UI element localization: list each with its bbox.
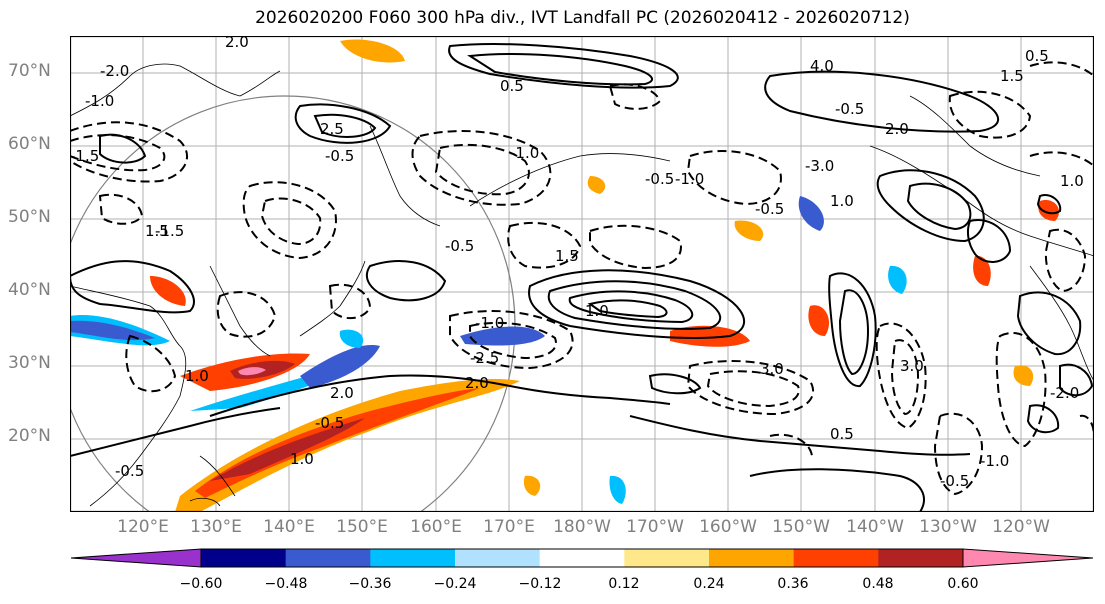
latitude-label: 30°N — [8, 353, 51, 373]
contour-label: -1.0 — [510, 144, 539, 162]
contour-label: -0.5 — [315, 414, 344, 432]
colorbar-tick-label: −0.36 — [348, 576, 392, 592]
reference-circle — [70, 95, 516, 512]
longitude-label: 120°W — [992, 517, 1050, 537]
colorbar-tick-label: 0.12 — [608, 576, 640, 592]
contour-label: 1.0 — [585, 302, 609, 320]
contour-label: 1.0 — [830, 192, 854, 210]
longitude-label: 150°W — [772, 517, 830, 537]
contour-label: -0.5 — [115, 462, 144, 480]
contour-label: -0.5 — [835, 100, 864, 118]
colorbar-cell — [285, 549, 371, 567]
contour-label: -1.0 — [675, 170, 704, 188]
latitude-label: 40°N — [8, 280, 51, 300]
colorbar-tick-label: 0.36 — [777, 576, 809, 592]
solid-contours — [70, 43, 1094, 512]
contour-label: 0.5 — [500, 77, 524, 95]
contour-label: 2.0 — [330, 384, 354, 402]
colorbar-cell — [370, 549, 456, 567]
latitude-label: 20°N — [8, 426, 51, 446]
contour-label: 2.0 — [225, 36, 249, 51]
contour-label: -2.5 — [470, 349, 499, 367]
colorbar-tick-label: 0.48 — [862, 576, 894, 592]
contour-label: -1.0 — [980, 452, 1009, 470]
contour-label: 2.0 — [465, 374, 489, 392]
contour-label: 3.0 — [900, 357, 924, 375]
coastlines — [70, 63, 1094, 507]
map-panel: 2.0 -2.0 -1.0 -1.5 -1.5 2.5 -0.5 0.5 -1.… — [70, 36, 1094, 512]
figure-title: 2026020200 F060 300 hPa div., IVT Landfa… — [255, 8, 910, 28]
contour-label: 1.0 — [1060, 172, 1084, 190]
contour-label: 1.5 — [555, 247, 579, 265]
colorbar-extend-min — [71, 549, 201, 567]
contour-label: -1.5 — [155, 222, 184, 240]
colorbar-cell — [455, 549, 541, 567]
graticule — [70, 36, 1094, 512]
longitude-label: 130°W — [919, 517, 977, 537]
latitude-label: 50°N — [8, 207, 51, 227]
longitude-label: 130°E — [190, 517, 242, 537]
colorbar — [70, 548, 1094, 568]
contour-label: -1.0 — [85, 92, 114, 110]
contour-label: 0.5 — [830, 425, 854, 443]
longitude-label: 180°W — [553, 517, 611, 537]
contour-label: -0.5 — [755, 200, 784, 218]
colorbar-cell — [878, 549, 964, 567]
colorbar-tick-label: 0.60 — [947, 576, 979, 592]
colorbar-tick-label: −0.48 — [264, 576, 308, 592]
contour-label: 1.5 — [145, 222, 169, 240]
contour-label: 4.0 — [810, 57, 834, 75]
contour-label: -2.0 — [100, 62, 129, 80]
colorbar-tick-label: 0.24 — [693, 576, 725, 592]
longitude-label: 120°E — [117, 517, 169, 537]
contour-label: -3.0 — [805, 157, 834, 175]
colorbar-tick-label: −0.24 — [433, 576, 477, 592]
contour-label: 2.0 — [885, 120, 909, 138]
colorbar-cell — [539, 549, 625, 567]
contour-label: -1.0 — [475, 314, 504, 332]
contour-label: 2.5 — [320, 120, 344, 138]
contour-label: -0.5 — [940, 472, 969, 490]
colorbar-cell — [709, 549, 795, 567]
contour-label: -0.5 — [645, 170, 674, 188]
contour-labels: 2.0 -2.0 -1.0 -1.5 -1.5 2.5 -0.5 0.5 -1.… — [70, 36, 1084, 490]
longitude-label: 170°E — [483, 517, 535, 537]
latitude-label: 70°N — [8, 61, 51, 81]
longitude-label: 150°E — [336, 517, 388, 537]
colorbar-cell — [624, 549, 710, 567]
contour-label: 1.5 — [1000, 67, 1024, 85]
contour-label: 1.0 — [185, 367, 209, 385]
contour-label: 3.0 — [760, 360, 784, 378]
shaded-field — [70, 39, 1060, 512]
contour-label: 1.0 — [290, 450, 314, 468]
longitude-label: 140°E — [263, 517, 315, 537]
latitude-label: 60°N — [8, 134, 51, 154]
colorbar-cell — [201, 549, 287, 567]
longitude-label: 160°W — [699, 517, 757, 537]
contour-label: -2.0 — [1050, 384, 1079, 402]
colorbar-tick-label: −0.12 — [518, 576, 562, 592]
contour-label: 0.5 — [1025, 47, 1049, 65]
colorbar-extend-max — [963, 549, 1093, 567]
colorbar-tick-label: −0.60 — [179, 576, 223, 592]
contour-label: -0.5 — [325, 147, 354, 165]
dashed-contours — [70, 61, 1094, 496]
contour-label: -1.5 — [70, 147, 99, 165]
colorbar-cell — [793, 549, 879, 567]
contour-label: -0.5 — [445, 237, 474, 255]
longitude-label: 160°E — [410, 517, 462, 537]
longitude-label: 140°W — [846, 517, 904, 537]
longitude-label: 170°W — [626, 517, 684, 537]
